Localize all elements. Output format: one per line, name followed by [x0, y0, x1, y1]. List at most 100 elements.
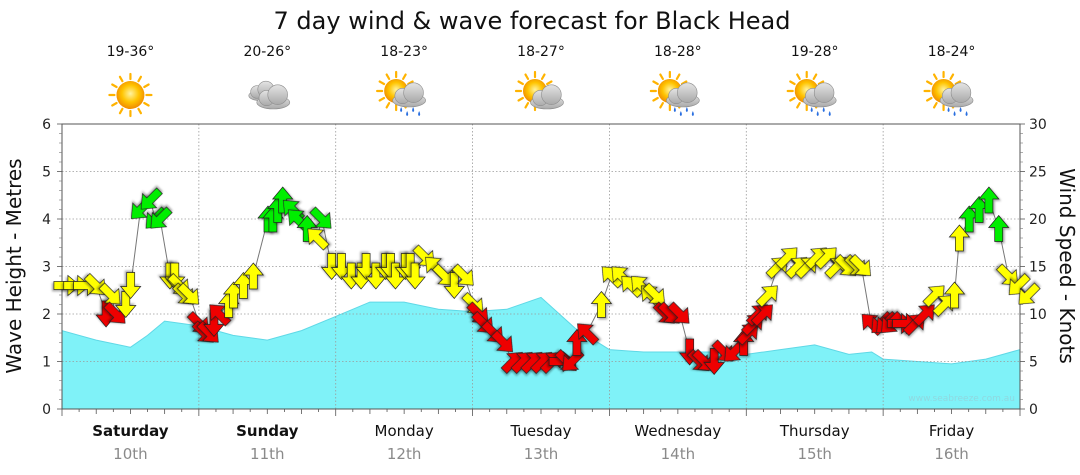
wind-arrow — [943, 281, 966, 309]
sun-ray — [796, 73, 801, 80]
sun-ray — [524, 102, 530, 109]
y-tick-label-right: 5 — [1029, 355, 1038, 371]
sun-ray — [812, 73, 818, 80]
sun-ray — [540, 73, 546, 80]
y-tick-label-left: 4 — [42, 212, 51, 228]
sun-ray — [137, 75, 143, 83]
sun-ray — [652, 96, 659, 102]
rain-drop — [400, 107, 403, 112]
wind-arrow — [1018, 282, 1041, 305]
sun-ray — [378, 80, 386, 86]
sunny-icon — [108, 72, 153, 118]
sun-ray — [111, 83, 118, 89]
sun-ray — [385, 102, 391, 109]
wind-arrow — [750, 304, 773, 327]
partly-cloudy-icon — [514, 70, 564, 112]
cloud-part — [813, 82, 835, 103]
y-tick-label-left: 6 — [42, 117, 51, 133]
wind-arrow — [755, 285, 778, 308]
rain-drop — [810, 107, 813, 112]
cloud-shape — [939, 82, 974, 108]
sun-ray — [118, 107, 124, 115]
sun-ray — [926, 80, 933, 86]
y-tick-label-right: 30 — [1029, 117, 1047, 133]
sun-ray — [517, 80, 524, 86]
rain-drop — [816, 111, 819, 116]
sun-ray — [385, 73, 391, 80]
y-tick-label-left: 3 — [42, 260, 51, 276]
rain-drop — [965, 111, 968, 116]
sun-rays — [108, 72, 153, 118]
cloudy-icon — [248, 80, 291, 110]
wind-arrow — [242, 262, 265, 290]
wind-arrow — [948, 224, 971, 252]
cloud-shape — [530, 84, 564, 110]
sun-ray — [675, 73, 681, 80]
date-label: 10th — [113, 445, 147, 463]
y-tick-label-left: 2 — [42, 307, 51, 323]
temperature-range: 19-28° — [791, 44, 839, 60]
rain-drop — [828, 111, 831, 116]
sun-ray — [789, 80, 796, 86]
sun-ray — [111, 101, 118, 107]
y-tick-label-left: 0 — [42, 402, 51, 418]
cloud-part — [267, 84, 288, 105]
cloud-shape — [392, 82, 426, 108]
y-tick-label-right: 25 — [1029, 165, 1047, 181]
day-label: Thursday — [779, 422, 850, 440]
temperature-range: 20-26° — [243, 44, 291, 60]
sun-ray — [118, 75, 124, 83]
day-label: Wednesday — [634, 422, 721, 440]
watermark: www.seabreeze.com.au — [908, 394, 1015, 404]
day-label: Monday — [375, 422, 434, 440]
wind-arrow — [912, 304, 935, 327]
y-axis-label-left: Wave Height - Metres — [2, 158, 26, 373]
sun-ray — [659, 73, 664, 80]
sun-ray — [796, 102, 801, 109]
sun-ray — [402, 73, 407, 80]
wind-arrow — [932, 294, 955, 318]
wind-arrow — [577, 323, 600, 346]
rain-drop — [418, 111, 421, 116]
cloud-shape — [802, 82, 837, 108]
sun-ray — [378, 96, 386, 102]
rain-drop — [685, 107, 688, 112]
wind-arrow — [590, 290, 613, 318]
temperature-range: 18-28° — [654, 44, 702, 60]
wind-arrow — [451, 263, 474, 286]
date-label: 14th — [661, 445, 695, 463]
rain-drop — [691, 111, 694, 116]
wind-arrow — [296, 214, 318, 242]
sun-ray — [137, 107, 143, 115]
date-label: 13th — [524, 445, 558, 463]
cloud-shape — [666, 82, 700, 108]
rain-drop — [947, 107, 950, 112]
wind-arrow — [271, 186, 294, 214]
sun-ray — [659, 102, 664, 109]
cloud-shape — [256, 84, 291, 110]
y-tick-label-right: 15 — [1029, 260, 1047, 276]
sun-cloud-rain-icon — [786, 70, 837, 116]
sun-ray — [932, 73, 938, 80]
cloud-part — [950, 82, 972, 103]
day-label: Saturday — [92, 422, 169, 440]
temperature-range: 18-27° — [517, 44, 565, 60]
sun-ray — [652, 80, 659, 86]
wind-arrow — [443, 272, 466, 300]
rain-drop — [953, 111, 956, 116]
day-label: Friday — [929, 422, 975, 440]
rain-drop — [406, 111, 409, 116]
rain-drop — [412, 107, 415, 112]
cloud-part — [677, 82, 698, 103]
wind-arrow — [667, 301, 690, 324]
rain-drop — [959, 107, 962, 112]
day-label: Tuesday — [509, 422, 571, 440]
sun-ray — [524, 73, 530, 80]
wind-arrow — [848, 253, 871, 277]
cloud-part — [403, 82, 424, 103]
wind-arrow — [119, 272, 142, 300]
wind-arrow — [98, 282, 121, 305]
wind-arrow — [176, 282, 200, 305]
sun-cloud-rain-icon — [376, 70, 426, 116]
